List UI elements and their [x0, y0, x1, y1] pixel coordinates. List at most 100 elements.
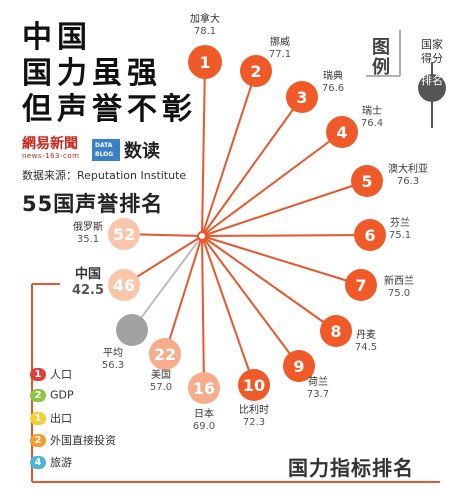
- legend-rank-label: 排名: [421, 74, 443, 87]
- indicator-label: GDP: [50, 388, 74, 402]
- datablog-badge: DATA BLOG: [92, 139, 120, 161]
- headline-line-1: 中国: [22, 20, 92, 55]
- ranking-line: [201, 70, 257, 237]
- netease-news-logo: 網易新聞 news-163-com: [22, 136, 82, 160]
- country-score: 57.0: [150, 382, 172, 393]
- country-name: 澳大利亚: [388, 162, 428, 175]
- hub-node: [197, 231, 207, 241]
- rank-number: 5: [361, 172, 372, 191]
- rank-number: 2: [250, 62, 261, 81]
- indicator-title: 国力指标排名: [288, 456, 414, 480]
- rank-node: [108, 218, 140, 250]
- rank-number: 3: [296, 88, 307, 107]
- country-name: 平均: [103, 347, 123, 359]
- indicator-item: 1 出口: [30, 410, 72, 425]
- rank-number: 8: [330, 322, 341, 341]
- indicator-item: 1 人口: [30, 366, 72, 381]
- legend-country-score: 国家得分: [421, 38, 443, 65]
- country-score: 42.5: [72, 283, 104, 298]
- ranking-line: [201, 234, 371, 237]
- ranking-line: [201, 180, 368, 237]
- country-score: 74.5: [355, 342, 377, 353]
- country-name: 丹麦: [356, 329, 376, 341]
- indicator-item: 4 旅游: [30, 454, 72, 469]
- rank-node: [116, 314, 148, 346]
- logo-url: news-163-com: [22, 152, 80, 160]
- country-score: 72.3: [243, 417, 265, 428]
- rank-number: 9: [293, 357, 304, 376]
- rank-number: 10: [243, 376, 265, 395]
- logo-text: 網易新聞: [22, 136, 78, 152]
- headline-line-2: 国力虽强: [22, 56, 162, 91]
- indicator-label: 人口: [50, 368, 72, 381]
- rank-number: 7: [355, 276, 366, 295]
- ranking-lines: [123, 61, 371, 389]
- indicator-rank-badge: 4: [30, 455, 46, 469]
- rank-number: 1: [199, 53, 210, 72]
- rank-number: 46: [113, 276, 135, 295]
- country-score: 78.1: [194, 26, 216, 37]
- ranking-line: [201, 61, 206, 237]
- country-score: 76.3: [397, 176, 419, 187]
- country-name: 俄罗斯: [73, 220, 103, 233]
- legend-graphic: [366, 30, 446, 128]
- legend-title: 图例: [372, 37, 390, 78]
- country-score: 56.3: [102, 360, 124, 371]
- ranking-line: [201, 131, 343, 237]
- indicator-rank-badge: 2: [30, 388, 46, 402]
- country-name: 挪威: [270, 35, 290, 48]
- country-score: 73.7: [307, 389, 329, 400]
- indicator-item: 2 外国直接投资: [30, 432, 116, 447]
- rank-node: [351, 165, 383, 197]
- chart-subtitle: 55国声誉排名: [22, 192, 164, 216]
- country-name: 芬兰: [390, 216, 410, 229]
- datablog-label: 数读: [124, 141, 160, 162]
- country-score: 75.0: [388, 288, 410, 299]
- indicator-rank-badge: 1: [30, 367, 46, 381]
- country-name: 瑞士: [362, 104, 382, 117]
- ranking-line: [164, 235, 203, 355]
- rank-node: [188, 45, 222, 79]
- country-name: 加拿大: [190, 12, 220, 25]
- country-score: 75.1: [389, 230, 411, 241]
- rank-number: 6: [364, 226, 375, 245]
- rank-node: [286, 81, 318, 113]
- ranking-line: [201, 235, 337, 332]
- ranking-line: [131, 235, 203, 331]
- country-score: 76.6: [322, 83, 344, 94]
- rank-node: [345, 269, 377, 301]
- country-name: 瑞典: [323, 69, 343, 82]
- ranking-line: [201, 235, 205, 389]
- rank-node: [188, 372, 220, 404]
- rank-node: [283, 350, 315, 382]
- legend-rank-circle: [418, 74, 446, 102]
- rank-node: [240, 55, 272, 87]
- country-score: 77.1: [269, 49, 291, 60]
- indicator-label: 出口: [50, 412, 72, 425]
- rank-number: 4: [336, 123, 347, 142]
- indicator-bracket: [31, 283, 440, 483]
- ranking-line: [201, 235, 300, 367]
- rank-node: [320, 315, 352, 347]
- indicator-rank-badge: 2: [30, 433, 46, 447]
- rank-node: [354, 219, 386, 251]
- rank-number: 16: [193, 379, 215, 398]
- ranking-line: [201, 96, 303, 237]
- rank-node: [108, 269, 140, 301]
- headline: 中国 国力虽强 但声誉不彰: [22, 20, 197, 128]
- ranking-line: [201, 235, 362, 286]
- ranking-line: [201, 235, 255, 386]
- rank-node: [326, 116, 358, 148]
- headline-line-3: 但声誉不彰: [22, 92, 197, 127]
- country-score: 76.4: [361, 118, 383, 129]
- country-name: 荷兰: [308, 375, 328, 388]
- country-name: 新西兰: [384, 274, 414, 287]
- country-score: 69.0: [193, 421, 215, 432]
- rank-node: [149, 338, 181, 370]
- country-name: 日本: [194, 407, 214, 420]
- indicator-item: 2 GDP: [30, 388, 74, 402]
- rank-number: 52: [113, 225, 135, 244]
- source-note: 数据来源：Reputation Institute: [22, 169, 187, 182]
